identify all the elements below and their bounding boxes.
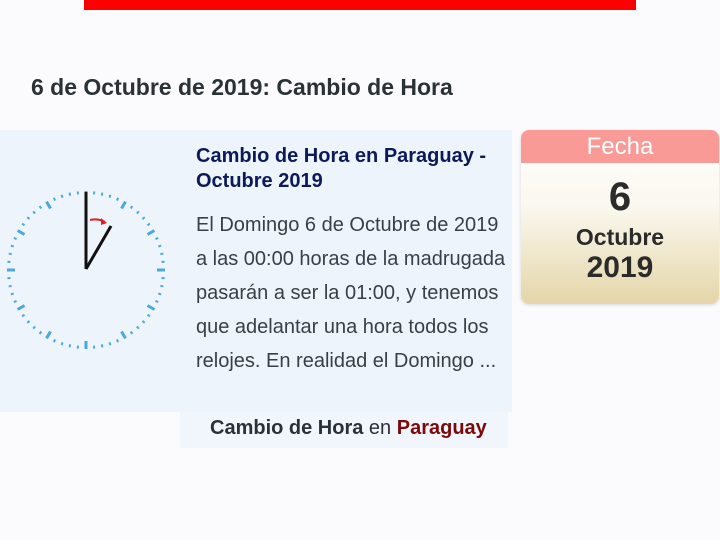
clock-minute-tick xyxy=(38,205,43,210)
clock-minute-tick xyxy=(10,292,15,296)
clock-icon[interactable] xyxy=(0,180,172,360)
clock-minute-tick xyxy=(8,284,12,288)
clock-minute-tick xyxy=(157,292,162,296)
clock-hour-tick xyxy=(120,200,127,210)
clock-hour-hand xyxy=(84,225,113,270)
clock-minute-tick xyxy=(52,197,57,201)
page-heading: 6 de Octubre de 2019: Cambio de Hora xyxy=(31,74,453,100)
calendar-year: 2019 xyxy=(586,251,654,284)
clock-minute-tick xyxy=(21,313,26,318)
clock-minute-tick xyxy=(157,244,162,248)
post-title-link[interactable]: Cambio de Hora en Paraguay - Octubre 201… xyxy=(196,145,487,192)
clock-hour-tick xyxy=(16,229,26,236)
clock-hour-tick xyxy=(146,229,156,236)
post-card xyxy=(0,130,512,412)
clock-minute-tick xyxy=(146,222,151,227)
clock-minute-tick xyxy=(115,339,120,343)
clock-minute-tick xyxy=(141,216,146,220)
clock-minute-tick xyxy=(136,210,140,215)
clock-minute-tick xyxy=(60,194,64,199)
clock-hour-tick xyxy=(45,200,52,210)
post-card-footer xyxy=(180,412,508,448)
top-red-banner xyxy=(84,0,636,10)
date-calendar: Fecha 6 Octubre 2019 xyxy=(521,130,719,304)
clock-minute-tick xyxy=(129,205,134,210)
clock-minute-tick xyxy=(141,320,146,324)
clock-minute-tick xyxy=(108,341,112,346)
clock-minute-tick xyxy=(60,341,64,346)
clock-minute-tick xyxy=(21,222,26,227)
clock-minute-tick xyxy=(68,192,72,196)
clock-minute-tick xyxy=(13,299,17,304)
clock-minute-tick xyxy=(13,236,17,241)
clock-ticks xyxy=(7,191,165,349)
clock-minute-tick xyxy=(129,330,134,335)
clock-hour-tick xyxy=(146,304,156,311)
clock-minute-tick xyxy=(146,313,151,318)
clock-minute-tick xyxy=(32,210,36,215)
clock-minute-tick xyxy=(160,252,164,256)
clock-minute-tick xyxy=(8,252,12,256)
clock-minute-tick xyxy=(26,320,31,324)
clock-minute-tick xyxy=(155,236,159,241)
clock-minute-tick xyxy=(160,284,164,288)
clock-arrow-head xyxy=(101,218,107,225)
tag-category-link[interactable]: Cambio de Hora xyxy=(210,417,364,439)
clock-minute-tick xyxy=(10,244,15,248)
clock-minute-tick xyxy=(32,325,36,330)
clock-hour-tick xyxy=(120,330,127,340)
post-excerpt: El Domingo 6 de Octubre de 2019 a las 00… xyxy=(196,214,506,372)
clock-minute-tick xyxy=(155,299,159,304)
post-tags: Cambio de Hora en Paraguay xyxy=(210,417,487,440)
clock-minute-tick xyxy=(100,192,104,196)
clock-minute-tick xyxy=(52,339,57,343)
calendar-header: Fecha xyxy=(521,130,719,163)
clock-hour-tick xyxy=(45,330,52,340)
clock-minute-tick xyxy=(68,344,72,348)
clock-minute-tick xyxy=(26,216,31,220)
clock-minute-tick xyxy=(38,330,43,335)
calendar-month: Octubre xyxy=(575,224,665,250)
clock-minute-tick xyxy=(115,197,120,201)
calendar-day: 6 xyxy=(608,175,632,219)
tag-joiner: en xyxy=(368,417,392,439)
clock-hour-tick xyxy=(16,304,26,311)
clock-minute-tick xyxy=(100,344,104,348)
tag-country-link[interactable]: Paraguay xyxy=(396,417,487,439)
clock-minute-tick xyxy=(108,194,112,199)
clock-minute-tick xyxy=(136,325,140,330)
